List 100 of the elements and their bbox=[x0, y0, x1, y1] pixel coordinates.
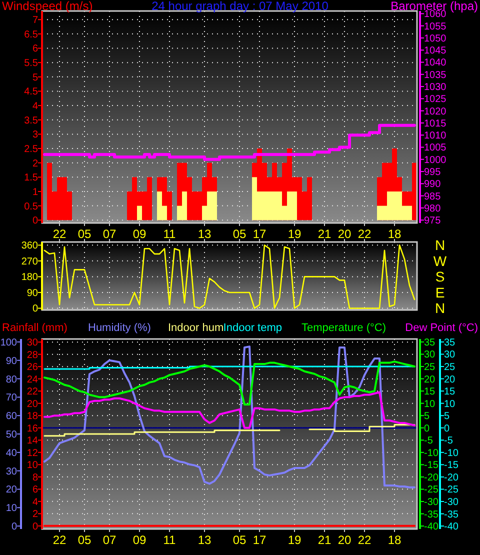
y-tick-label: 7 bbox=[32, 15, 38, 26]
y2-tick-label: 1050 bbox=[424, 33, 447, 44]
y2-tick-label: 28 bbox=[26, 350, 38, 361]
y-tick-label: 4.5 bbox=[24, 86, 38, 98]
y-tick-label: 90 bbox=[6, 356, 18, 367]
y-tick-label: 4 bbox=[32, 101, 38, 112]
text: W bbox=[433, 252, 448, 269]
x-tick-label: 18 bbox=[388, 533, 402, 547]
x-tick-label: 20 bbox=[338, 227, 352, 241]
text: 25 bbox=[444, 362, 456, 373]
y-tick-label: 3 bbox=[32, 130, 38, 141]
y2-tick-label: 8 bbox=[32, 472, 38, 484]
x-tick-label: 05 bbox=[232, 533, 246, 547]
y3-tick-label: 30 bbox=[424, 350, 436, 361]
chart-title: 24 hour graph day : 07 May 2010 bbox=[152, 0, 329, 13]
x-tick-label: 21 bbox=[318, 533, 332, 547]
y-tick-label: 70 bbox=[6, 392, 18, 404]
y-tick-label: 5.5 bbox=[24, 58, 38, 70]
text: 35 bbox=[444, 337, 456, 348]
y2-tick-label: 18 bbox=[26, 411, 38, 422]
text: -15 bbox=[444, 460, 459, 472]
y-tick-label: 5 bbox=[32, 72, 38, 84]
x-tick-label: 17 bbox=[252, 533, 266, 547]
x-tick-label: 22 bbox=[52, 227, 66, 241]
y3-tick-label: 20 bbox=[424, 374, 436, 386]
text: 15 bbox=[444, 386, 456, 398]
y2-tick-label: 1015 bbox=[424, 118, 447, 130]
y3-tick-label: -35 bbox=[424, 509, 439, 520]
y2-tick-label: 985 bbox=[424, 191, 442, 202]
y-tick-label: 40 bbox=[6, 448, 18, 459]
text: 10 bbox=[444, 398, 456, 410]
y2-tick-label: 980 bbox=[424, 203, 442, 214]
x-tick-label: 18 bbox=[388, 227, 402, 241]
y2-tick-label: 12 bbox=[26, 448, 38, 459]
y2-tick-label: 22 bbox=[26, 386, 38, 398]
x-tick-label: 22 bbox=[358, 533, 372, 547]
text: Rainfall (mm) bbox=[2, 322, 68, 334]
x-tick-label: 21 bbox=[318, 227, 332, 241]
y-tick-label: 6 bbox=[32, 44, 38, 55]
text: N bbox=[434, 300, 446, 316]
text: -30 bbox=[444, 497, 459, 508]
y-axis-title: Windspeed (m/s) bbox=[2, 0, 93, 13]
y2-tick-label: 1045 bbox=[424, 46, 447, 57]
y2-tick-label: 1055 bbox=[424, 21, 447, 32]
y2-tick-label: 1020 bbox=[424, 106, 447, 118]
text: -35 bbox=[444, 509, 459, 520]
text: S bbox=[435, 268, 445, 285]
y3-tick-label: 15 bbox=[424, 386, 436, 398]
y2-tick-label: 990 bbox=[424, 179, 442, 190]
y-tick-label: 50 bbox=[6, 430, 18, 440]
y-tick-label: 0 bbox=[32, 216, 38, 227]
y2-tick-label: 1000 bbox=[424, 154, 447, 166]
y-tick-label: 0.5 bbox=[24, 201, 38, 212]
x-tick-label: 11 bbox=[163, 533, 176, 547]
y-tick-label: 270 bbox=[21, 256, 38, 268]
y-tick-label: 60 bbox=[6, 411, 18, 422]
text: Indoor hum bbox=[168, 322, 224, 334]
x-tick-label: 22 bbox=[52, 533, 66, 547]
y3-tick-label: 35 bbox=[424, 337, 436, 348]
y-tick-label: 20 bbox=[6, 484, 18, 496]
text: Humidity (%) bbox=[88, 322, 151, 334]
y-tick-label: 2.5 bbox=[24, 144, 38, 156]
x-tick-label: 05 bbox=[232, 227, 246, 241]
text: -25 bbox=[444, 484, 459, 496]
text: -40 bbox=[444, 522, 459, 533]
x-tick-label: 07 bbox=[102, 533, 116, 547]
text: 5 bbox=[444, 411, 450, 422]
text: 30 bbox=[444, 350, 456, 361]
y-tick-label: 0 bbox=[32, 304, 38, 315]
text: Dew Point (°C) bbox=[405, 322, 478, 334]
text: E bbox=[435, 284, 445, 300]
y-tick-label: 360 bbox=[21, 240, 38, 252]
x-tick-label: 07 bbox=[102, 227, 116, 241]
y-tick-label: 3.5 bbox=[24, 115, 38, 126]
text: -5 bbox=[444, 436, 454, 447]
y3-tick-label: -20 bbox=[424, 472, 439, 484]
y-tick-label: 0 bbox=[11, 522, 18, 533]
y3-tick-label: -30 bbox=[424, 497, 439, 508]
x-tick-label: 17 bbox=[252, 227, 266, 241]
x-tick-label: 13 bbox=[198, 227, 212, 241]
x-tick-label: 13 bbox=[198, 533, 212, 547]
y3-tick-label: -10 bbox=[424, 448, 439, 459]
y3-tick-label: 10 bbox=[424, 398, 436, 410]
y-tick-label: 80 bbox=[6, 374, 18, 386]
y2-tick-label: 1060 bbox=[424, 9, 447, 20]
y3-tick-label: 5 bbox=[424, 411, 430, 422]
y2-tick-label: 1010 bbox=[424, 130, 447, 142]
y-tick-label: 10 bbox=[6, 503, 18, 514]
y-tick-label: 90 bbox=[26, 288, 38, 299]
y-tick-label: 100 bbox=[0, 337, 18, 348]
text: -20 bbox=[444, 472, 459, 484]
x-tick-label: 09 bbox=[132, 227, 146, 241]
y-tick-label: 1.5 bbox=[24, 172, 38, 184]
y2-tick-label: 1035 bbox=[424, 70, 447, 81]
y-tick-label: 1 bbox=[32, 186, 38, 198]
y2-tick-label: 1005 bbox=[424, 142, 447, 154]
y2-tick-label: 975 bbox=[424, 216, 442, 227]
x-tick-label: 09 bbox=[132, 533, 146, 547]
text: N bbox=[434, 237, 446, 254]
y2-tick-label: 16 bbox=[26, 423, 38, 434]
